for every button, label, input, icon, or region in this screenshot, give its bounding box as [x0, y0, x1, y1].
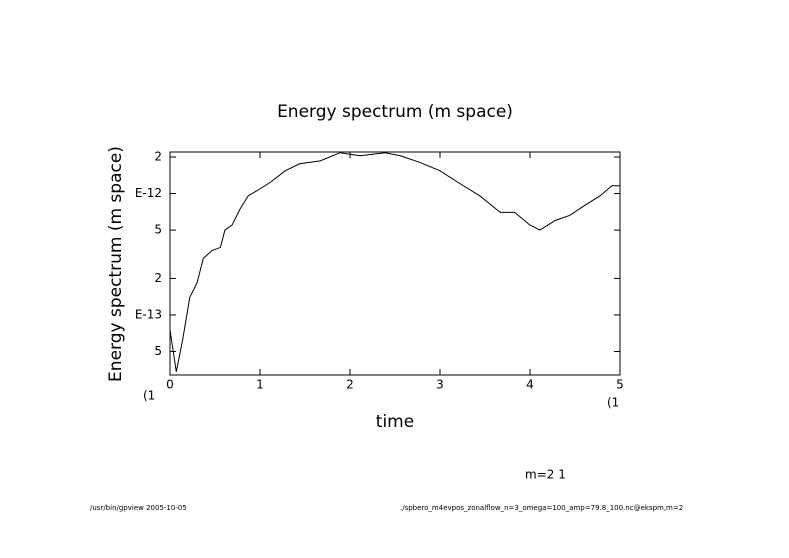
- y-tick-label: E-13: [135, 307, 162, 321]
- y-tick-label: 5: [154, 344, 162, 358]
- x-tick-label: 1: [256, 378, 264, 392]
- y-tick-label: E-12: [135, 186, 162, 200]
- footer-right: ./spbero_m4evpos_zonalflow_n=3_omega=100…: [400, 504, 683, 512]
- x-tick-label: 3: [436, 378, 444, 392]
- y-axis-label: Energy spectrum (m space): [106, 146, 126, 382]
- x-tick-label: 0: [166, 378, 174, 392]
- x-tick-label: 4: [526, 378, 534, 392]
- data-line: [169, 152, 620, 372]
- footer-left: /usr/bin/gpview 2005-10-05: [90, 504, 187, 512]
- x-scale-label: (1: [607, 396, 619, 410]
- chart-title: Energy spectrum (m space): [277, 102, 513, 122]
- x-scale-label: (1: [143, 389, 155, 403]
- x-tick-label: 5: [616, 378, 624, 392]
- plot-frame: [169, 151, 621, 376]
- x-axis-label: time: [376, 412, 414, 432]
- y-tick-label: 2: [154, 271, 162, 285]
- y-tick-label: 5: [154, 223, 162, 237]
- annotation: m=2 1: [525, 468, 566, 482]
- y-tick-label: 2: [154, 150, 162, 164]
- x-tick-label: 2: [346, 378, 354, 392]
